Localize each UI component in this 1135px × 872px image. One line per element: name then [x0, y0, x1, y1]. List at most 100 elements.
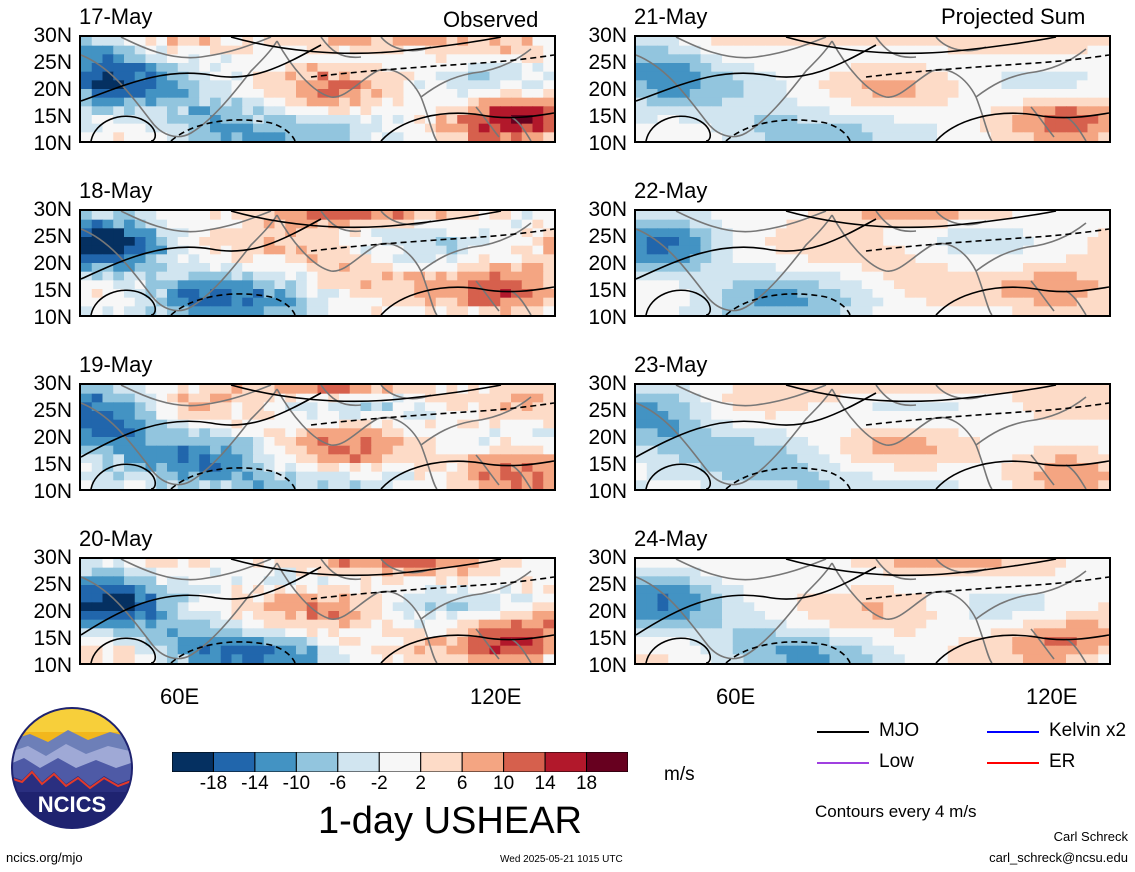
lat-label: 25N	[33, 51, 72, 74]
projected-title: Projected Sum	[941, 4, 1086, 29]
lat-label: 15N	[588, 105, 627, 128]
chart-title: 1-day USHEAR	[318, 800, 582, 842]
legend-label: Low	[879, 751, 914, 772]
legend-swatch	[817, 731, 869, 733]
lat-label: 20N	[33, 78, 72, 101]
mjo-contour	[380, 112, 554, 141]
panel-date-projected-0: 21-May	[634, 4, 708, 29]
panel-date-projected-3: 24-May	[634, 526, 708, 551]
panel-date-observed-3: 20-May	[79, 526, 153, 551]
colorbar-swatch	[295, 751, 339, 773]
map-panel-projected-2	[634, 383, 1111, 491]
shear-field	[81, 385, 554, 489]
coastline	[120, 559, 272, 581]
coastline	[636, 214, 833, 312]
panel-date-observed-0: 17-May	[79, 4, 153, 29]
lat-label: 25N	[33, 399, 72, 422]
colorbar-tick-label: -18	[199, 773, 228, 794]
colorbar-swatch	[503, 751, 546, 773]
mjo-contour	[230, 559, 502, 577]
mjo-contour	[865, 228, 1109, 252]
colorbar-swatch	[544, 751, 588, 773]
mjo-contour	[935, 286, 1109, 315]
mjo-contour	[90, 637, 157, 663]
mjo-contour	[81, 566, 322, 636]
footer-timestamp: Wed 2025-05-21 1015 UTC	[500, 854, 623, 865]
lon-label-120e-left: 120E	[470, 684, 522, 709]
lat-label: 10N	[588, 480, 627, 503]
coastline	[81, 214, 278, 312]
coastline	[276, 562, 438, 663]
lat-label: 30N	[33, 24, 72, 47]
lat-label: 30N	[588, 24, 627, 47]
footer-url: ncics.org/mjo	[6, 850, 83, 865]
coastline	[831, 40, 993, 141]
colorbar-units: m/s	[664, 764, 695, 785]
map-panel-projected-1	[634, 209, 1111, 317]
mjo-contour	[230, 385, 502, 403]
lat-label: 15N	[588, 627, 627, 650]
mjo-contour	[380, 634, 554, 663]
mjo-contour	[90, 463, 157, 489]
mjo-contour	[310, 402, 554, 426]
lat-label: 30N	[33, 372, 72, 395]
lat-label: 20N	[588, 78, 627, 101]
lat-label: 25N	[588, 225, 627, 248]
legend-swatch	[987, 731, 1039, 733]
lon-label-60e-left: 60E	[160, 684, 200, 709]
coastline	[675, 37, 827, 59]
colorbar-tick-label: 6	[456, 773, 468, 794]
coastline	[120, 385, 272, 407]
panel-date-observed-2: 19-May	[79, 352, 153, 377]
coastline	[276, 40, 438, 141]
map-panel-projected-0	[634, 35, 1111, 143]
colorbar-tick-label: -14	[241, 773, 269, 794]
colorbar-tick-label: 14	[534, 773, 556, 794]
lon-label-120e-right: 120E	[1026, 684, 1078, 709]
legend-label: ER	[1049, 751, 1076, 772]
panel-date-observed-1: 18-May	[79, 178, 153, 203]
mjo-contour	[725, 641, 851, 663]
footer-email: carl_schreck@ncsu.edu	[989, 850, 1128, 865]
shear-field	[636, 211, 1109, 315]
coastline	[831, 214, 993, 315]
lat-label: 10N	[33, 306, 72, 329]
colorbar-swatch	[586, 751, 629, 773]
panel-date-projected-2: 23-May	[634, 352, 708, 377]
lat-label: 20N	[33, 600, 72, 623]
mjo-contour	[865, 576, 1109, 600]
legend-label: MJO	[879, 720, 920, 741]
mjo-contour	[935, 460, 1109, 489]
contour-note: Contours every 4 m/s	[815, 802, 977, 821]
mjo-contour	[636, 392, 877, 458]
lat-label: 30N	[588, 198, 627, 221]
coastline	[636, 562, 833, 660]
colorbar	[171, 751, 629, 773]
colorbar-swatch	[212, 751, 256, 773]
lat-label: 30N	[33, 198, 72, 221]
observed-title: Observed	[443, 7, 539, 32]
colorbar-tick-label: 18	[575, 773, 598, 794]
colorbar-swatch	[254, 751, 297, 773]
lat-label: 10N	[33, 132, 72, 155]
lat-label: 20N	[588, 426, 627, 449]
colorbar-tick-label: 2	[415, 773, 426, 794]
colorbar-tick-label: 10	[493, 773, 515, 794]
mjo-contour	[230, 37, 502, 55]
shear-field	[636, 559, 1109, 663]
lat-label: 15N	[33, 279, 72, 302]
mjo-contour	[785, 37, 1057, 55]
coastline	[831, 562, 993, 663]
mjo-contour	[310, 228, 554, 252]
mjo-contour	[785, 211, 1057, 229]
shear-field	[81, 559, 554, 663]
lat-label: 25N	[588, 399, 627, 422]
mjo-contour	[725, 293, 851, 315]
coastline	[120, 211, 272, 233]
shear-field	[81, 37, 554, 141]
lat-label: 15N	[588, 279, 627, 302]
lat-label: 30N	[588, 372, 627, 395]
mjo-contour	[230, 211, 502, 229]
map-panel-observed-0	[79, 35, 556, 143]
mjo-contour	[380, 286, 554, 315]
